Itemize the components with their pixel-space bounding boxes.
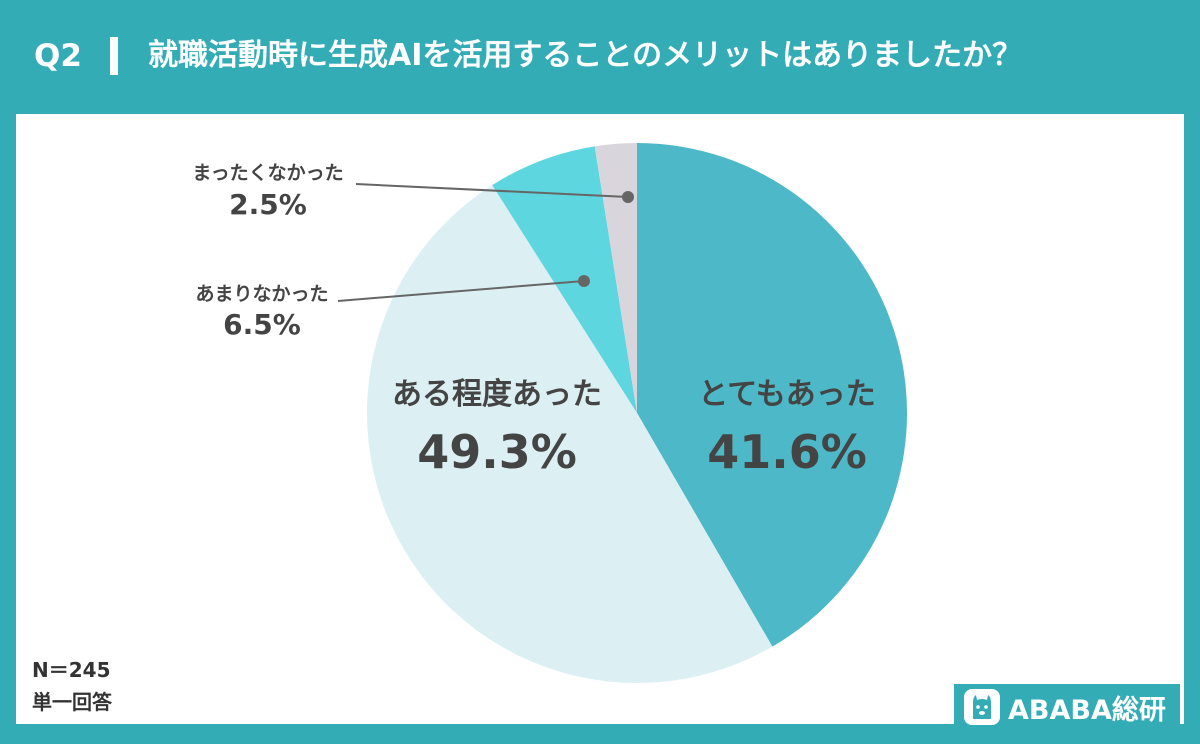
brand-name: ABABA総研 xyxy=(1008,694,1166,726)
alpaca-logo-icon xyxy=(964,689,1000,725)
header: Q2 就職活動時に生成AIを活用することのメリットはありましたか？ xyxy=(0,0,1200,112)
slice-label: あまりなかった xyxy=(195,283,328,305)
slice-label: とてもあった xyxy=(698,377,876,412)
callout-dot xyxy=(578,275,590,287)
pie-slice xyxy=(366,185,773,684)
slice-value-label: 41.6% xyxy=(707,425,867,479)
brand-logo: ABABA総研 xyxy=(954,684,1180,730)
page-title: 就職活動時に生成AIを活用することのメリットはありましたか？ xyxy=(148,38,1023,73)
sample-size: N＝245 xyxy=(32,658,111,682)
callout-line xyxy=(355,183,629,198)
pie-slice xyxy=(637,143,907,647)
callout-line xyxy=(337,280,585,302)
slice-label: まったくなかった xyxy=(192,162,343,184)
answer-type: 単一回答 xyxy=(32,690,112,714)
slice-value-label: 6.5% xyxy=(223,308,301,341)
title-divider xyxy=(110,37,118,75)
pie-slice xyxy=(492,146,637,413)
pie-slice xyxy=(594,143,637,413)
question-number: Q2 xyxy=(34,38,82,74)
slice-value-label: 2.5% xyxy=(229,188,307,221)
slice-label: ある程度あった xyxy=(392,377,602,412)
slice-value-label: 49.3% xyxy=(417,425,577,479)
callout-dot xyxy=(622,191,634,203)
